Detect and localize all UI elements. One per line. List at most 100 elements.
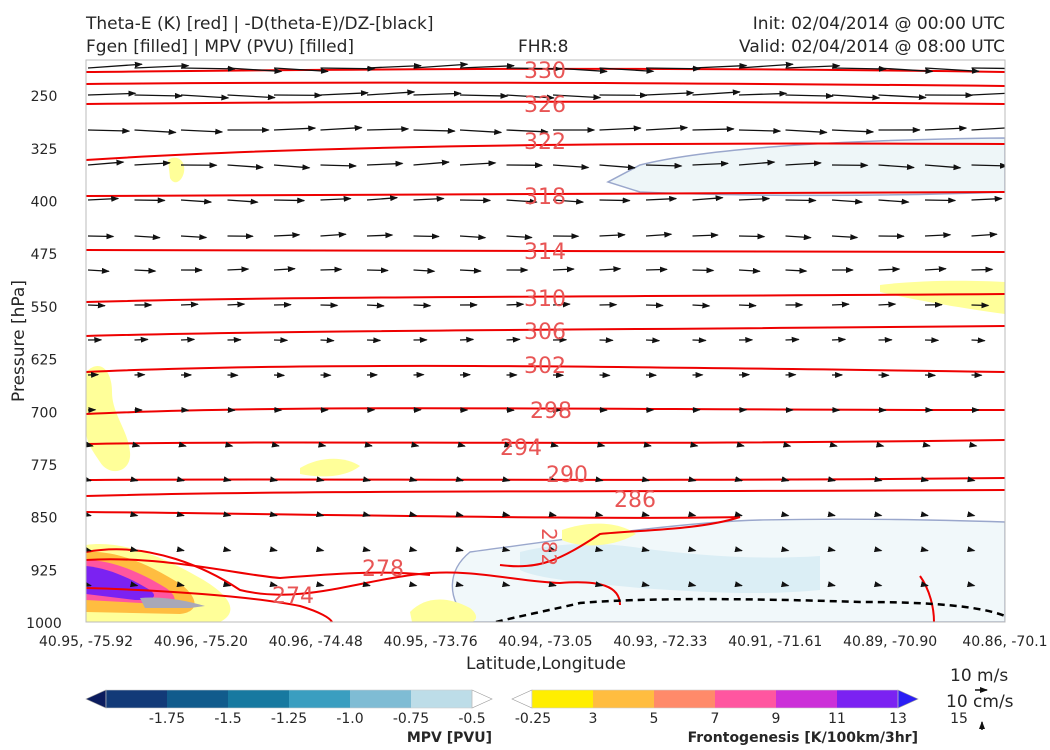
- wind-vector: [692, 160, 729, 167]
- wind-vector: [222, 511, 232, 518]
- wind-vector: [780, 511, 790, 518]
- wind-vector: [87, 90, 137, 97]
- y-tick-label: 850: [31, 511, 58, 527]
- wind-vector: [594, 581, 604, 588]
- wind-vector: [87, 159, 125, 166]
- fgen-fill-surface-violet: [86, 566, 155, 600]
- wind-vector: [878, 198, 910, 205]
- wind-vector: [645, 90, 695, 97]
- wind-vector: [129, 511, 139, 518]
- wind-vector: [971, 162, 1005, 169]
- x-tick-label: 40.91, -71.61: [728, 634, 822, 650]
- contour-label-302: 302: [524, 354, 566, 379]
- wind-vector: [320, 65, 376, 72]
- wind-vector: [552, 164, 590, 171]
- wind-vector: [366, 302, 385, 309]
- wind-reference-horizontal: 10 m/s: [950, 666, 1008, 686]
- colorbar-tick-label: -1.75: [149, 711, 185, 727]
- wind-vector: [827, 581, 836, 588]
- wind-vector: [641, 476, 651, 483]
- colorbar-tick-label: -0.5: [458, 711, 485, 727]
- wind-vector: [131, 441, 141, 448]
- wind-vector: [692, 89, 741, 96]
- wind-vector: [178, 441, 187, 448]
- chart-title-line1: Theta-E (K) [red] | -D(theta-E)/DZ-[blac…: [86, 14, 434, 34]
- wind-vector: [455, 581, 464, 588]
- y-tick-label: 550: [31, 300, 58, 316]
- wind-vector: [134, 62, 190, 69]
- wind-vector: [920, 546, 929, 553]
- wind-vector: [548, 511, 557, 518]
- wind-vector: [87, 127, 131, 134]
- wind-vector: [86, 441, 94, 448]
- colorbar-segment: [350, 690, 412, 708]
- wind-vector: [920, 476, 930, 483]
- wind-vector: [827, 511, 836, 518]
- wind-vector: [134, 160, 171, 167]
- y-axis-label: Pressure [hPa]: [9, 280, 29, 402]
- theta-e-contour-278: [86, 558, 431, 580]
- wind-vector: [922, 441, 931, 448]
- wind-vector: [503, 441, 513, 448]
- wind-vector: [501, 546, 511, 553]
- wind-vector: [645, 65, 701, 72]
- wind-vector: [599, 232, 626, 239]
- wind-vector: [692, 267, 715, 274]
- contour-label-290: 290: [546, 463, 588, 488]
- wind-vector: [273, 266, 296, 273]
- wind-vector: [408, 511, 418, 518]
- colorbar-extend-low: [511, 689, 533, 709]
- wind-vector: [552, 266, 575, 273]
- wind-vector: [501, 581, 511, 588]
- wind-vector: [785, 92, 834, 99]
- contour-label-314: 314: [524, 240, 566, 265]
- wind-vector: [134, 92, 183, 99]
- colorbar-tick-label: -1.0: [336, 711, 363, 727]
- wind-vector: [413, 302, 432, 309]
- wind-vector: [873, 546, 883, 553]
- valid-time-label: Valid: 02/04/2014 @ 08:00 UTC: [739, 37, 1005, 57]
- wind-vector: [966, 581, 976, 588]
- wind-vector: [506, 336, 521, 343]
- contour-label-306: 306: [524, 320, 566, 345]
- x-tick-label: 40.93, -72.33: [613, 634, 707, 650]
- x-tick-label: 40.95, -75.92: [39, 634, 133, 650]
- wind-vector: [273, 164, 311, 171]
- colorbar-frame: [531, 689, 899, 709]
- theta-e-contour-274: [86, 587, 333, 622]
- wind-vector: [364, 441, 373, 448]
- wind-vector: [315, 581, 325, 588]
- wind-vector: [176, 476, 186, 483]
- wind-vector: [318, 441, 327, 448]
- wind-vector: [129, 581, 139, 588]
- wind-vector: [827, 546, 836, 553]
- theta-e-contour-302: [86, 364, 1005, 373]
- wind-vector: [734, 511, 743, 518]
- wind-vector: [86, 581, 92, 588]
- wind-vector: [692, 126, 735, 133]
- y-axis: 250 325 400 475 550 625 700 775 850 925 1000: [26, 89, 62, 632]
- wind-vector: [320, 162, 358, 169]
- wind-vector: [831, 128, 875, 135]
- y-tick-label: 700: [31, 405, 58, 421]
- wind-vector: [86, 546, 92, 553]
- mpv-fill-surface-gray: [140, 597, 205, 608]
- wind-vector: [362, 581, 371, 588]
- wind-vector: [738, 127, 782, 134]
- wind-vector: [222, 581, 232, 588]
- wind-vector: [548, 476, 558, 483]
- wind-vector: [687, 511, 697, 518]
- wind-vector: [227, 164, 264, 170]
- wind-vector: [924, 197, 957, 204]
- contour-label-286: 286: [614, 488, 656, 513]
- wind-vector: [320, 231, 347, 238]
- wind-vector: [408, 581, 418, 588]
- plot-frame: [85, 59, 1006, 623]
- wind-vector: [645, 231, 673, 238]
- colorbar-segment: [654, 690, 716, 708]
- wind-vector: [130, 476, 139, 483]
- contour-label-298: 298: [530, 399, 572, 424]
- colorbar-extend-high: [471, 689, 493, 709]
- wind-vector: [413, 127, 456, 134]
